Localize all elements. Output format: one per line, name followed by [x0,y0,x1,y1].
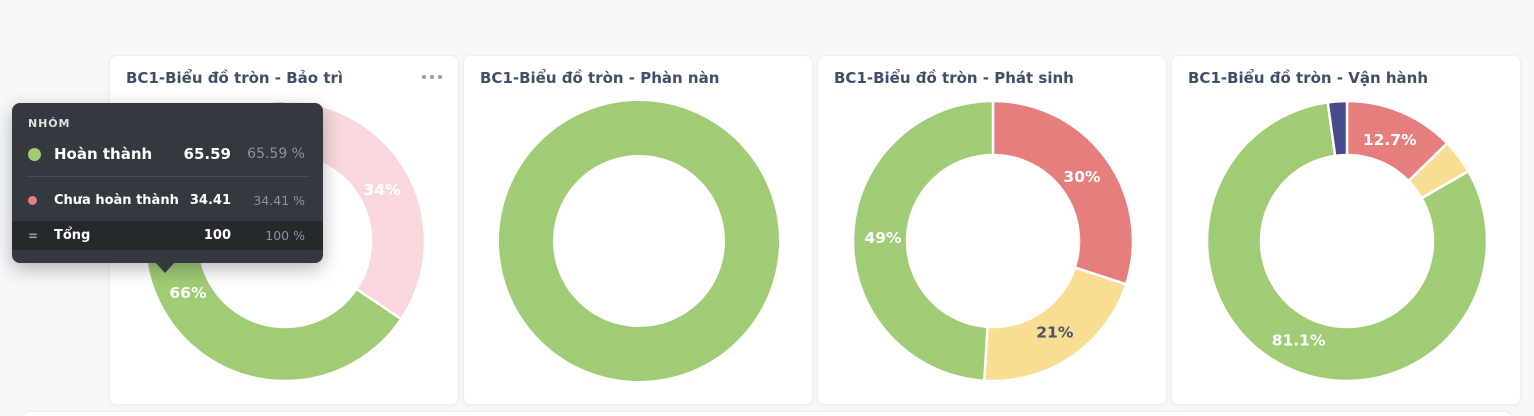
chart-title: BC1-Biểu đồ tròn - Vận hành [1188,69,1429,87]
equals-icon: = [28,228,39,243]
chart-title: BC1-Biểu đồ tròn - Bảo trì [126,69,344,87]
more-options-button[interactable] [420,69,444,85]
tooltip-row-chua-hoan-thanh: Chưa hoàn thành 34.41 34.41 % [12,185,323,215]
chart-card-phan-nan: BC1-Biểu đồ tròn - Phàn nàn [463,55,813,405]
donut-chart[interactable] [494,96,784,386]
series-percent: 100 % [265,228,305,243]
pie-slice[interactable] [1205,101,1489,383]
chart-title: BC1-Biểu đồ tròn - Phát sinh [834,69,1074,87]
card-header: BC1-Biểu đồ tròn - Bảo trì [110,56,458,88]
card-header: BC1-Biểu đồ tròn - Phàn nàn [464,56,812,88]
chart-title: BC1-Biểu đồ tròn - Phàn nàn [480,69,720,87]
chart-card-van-hanh: BC1-Biểu đồ tròn - Vận hành 12.7% 81.1% [1171,55,1521,405]
tooltip-caret [154,261,176,273]
tooltip-row-total: = Tổng 100 100 % [12,221,323,250]
slice-label: 66% [169,284,207,302]
series-value: 100 [203,228,231,243]
slice-label: 12.7% [1363,131,1417,149]
series-value: 65.59 [183,145,231,163]
slice-label: 81.1% [1272,331,1326,349]
pie-slice[interactable] [851,99,995,382]
series-percent: 65.59 % [247,146,305,162]
next-row-card-partial [22,411,1512,416]
series-label: Hoàn thành [54,145,153,163]
series-color-dot [28,195,37,205]
slice-label: 49% [864,229,902,247]
chart-card-phat-sinh: BC1-Biểu đồ tròn - Phát sinh 30% 21% 49% [817,55,1167,405]
series-color-dot [28,147,41,161]
tooltip-row-hoan-thanh: Hoàn thành 65.59 65.59 % [12,138,323,170]
donut-chart[interactable]: 12.7% 81.1% [1202,96,1492,386]
card-header: BC1-Biểu đồ tròn - Vận hành [1172,56,1520,88]
pie-slice[interactable] [1326,99,1349,158]
pie-slice[interactable] [499,101,779,381]
series-label: Chưa hoàn thành [54,192,179,208]
card-header: BC1-Biểu đồ tròn - Phát sinh [818,56,1166,88]
more-options-icon [422,75,426,79]
tooltip-divider [26,176,309,177]
series-label: Tổng [54,228,91,243]
donut-chart[interactable]: 30% 21% 49% [848,96,1138,386]
slice-label: 21% [1036,323,1074,341]
more-options-icon [438,75,442,79]
series-percent: 34.41 % [253,192,305,208]
more-options-icon [430,75,434,79]
series-value: 34.41 [189,192,231,208]
chart-tooltip: NHÓM Hoàn thành 65.59 65.59 % Chưa hoàn … [12,103,323,273]
slice-label: 30% [1063,168,1101,186]
tooltip-group-header: NHÓM [28,117,71,130]
pie-slice[interactable] [991,99,1135,286]
chart-cards-row: BC1-Biểu đồ tròn - Bảo trì 34% 66% BC1-Bi… [109,55,1521,405]
slice-label: 34% [364,181,402,199]
